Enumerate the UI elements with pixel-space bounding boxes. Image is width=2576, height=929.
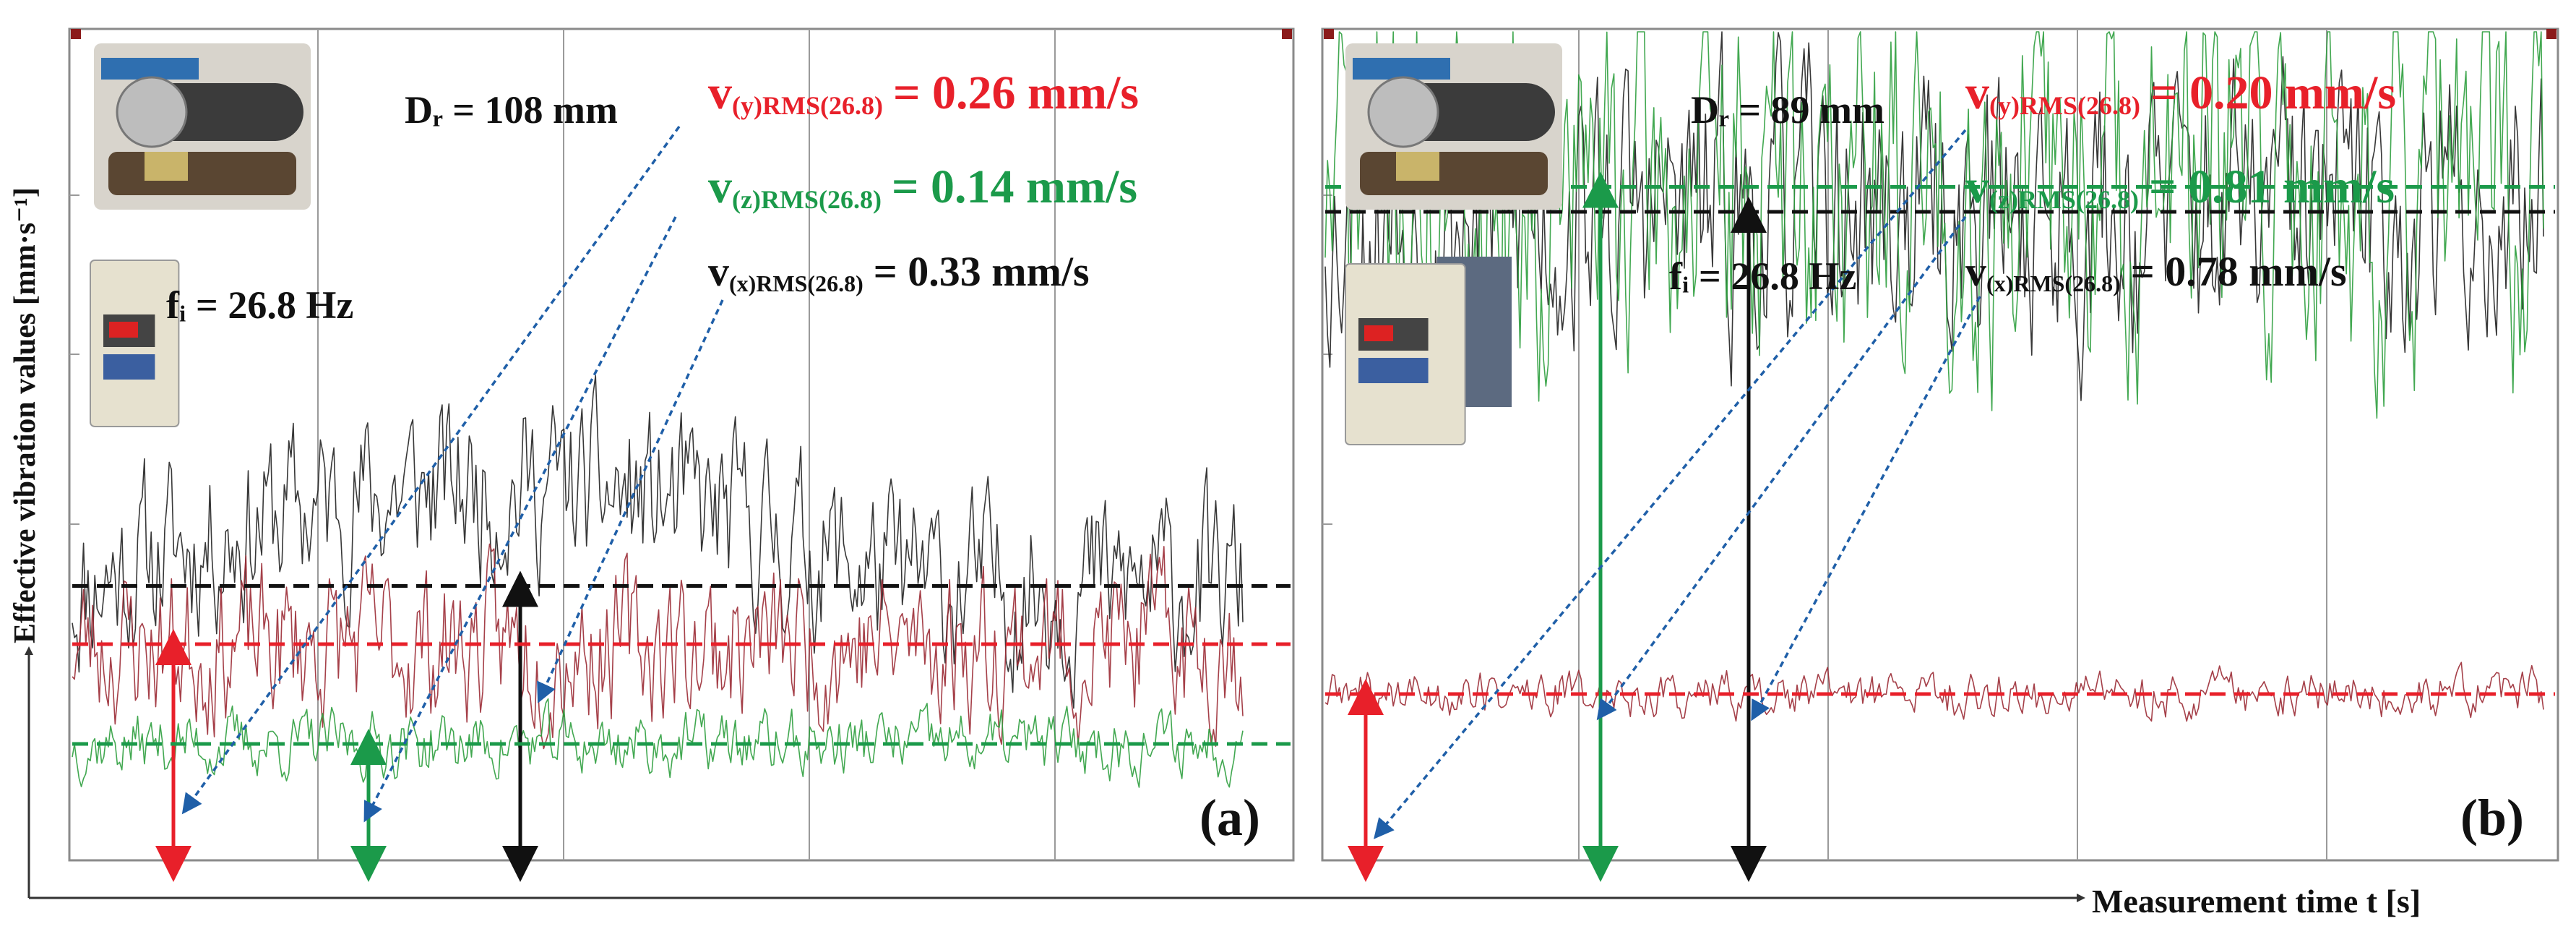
rms-label-symbol: v	[708, 160, 732, 213]
inverter-body	[1345, 263, 1466, 445]
rms-label-x: v(x)RMS(26.8) = 0.33 mm/s	[708, 248, 1090, 296]
x-axis-label: Measurement time t [s]	[2092, 883, 2421, 920]
frame-corner-marker	[71, 29, 81, 39]
rms-label-symbol: v	[708, 67, 732, 119]
roller-photo	[94, 43, 311, 210]
series-y-signal	[72, 543, 1244, 750]
rms-label-z: v(z)RMS(26.8) = 0.81 mm/s	[1965, 160, 2395, 214]
rms-label-z: v(z)RMS(26.8) = 0.14 mm/s	[708, 160, 1137, 214]
rms-label-y: v(y)RMS(26.8) = 0.20 mm/s	[1965, 67, 2396, 120]
series-z-signal	[72, 698, 1244, 788]
accelerometer-sensor	[1396, 152, 1439, 181]
frequency-inverter-photo	[90, 260, 180, 427]
frame-corner-marker	[1282, 29, 1292, 39]
frame-corner-marker	[2546, 29, 2556, 39]
pointer-arrow	[537, 299, 724, 703]
roller-frame	[101, 58, 199, 80]
rms-label-y: v(y)RMS(26.8) = 0.26 mm/s	[708, 67, 1139, 120]
roller-photo	[1345, 43, 1562, 210]
roller-flange	[116, 76, 188, 148]
rms-label-value: = 0.81 mm/s	[2149, 160, 2395, 213]
pointer-arrow	[1596, 215, 1967, 721]
rms-label-value: = 0.14 mm/s	[892, 160, 1137, 213]
pointer-arrow	[1374, 129, 1967, 839]
y-axis-label: Effective vibration values [mm·s⁻¹]	[9, 187, 42, 643]
rms-label-value: = 0.33 mm/s	[874, 248, 1090, 295]
inverter-led	[1364, 325, 1393, 341]
roller-frame	[1353, 58, 1450, 80]
roller-base	[1360, 152, 1548, 195]
rms-label-x: v(x)RMS(26.8) = 0.78 mm/s	[1965, 248, 2347, 296]
roller-diameter-label: Dᵣ = 89 mm	[1691, 88, 1884, 132]
rms-label-subscript: (x)RMS(26.8)	[729, 270, 863, 296]
rms-label-subscript: (y)RMS(26.8)	[1989, 91, 2140, 120]
rms-label-subscript: (y)RMS(26.8)	[732, 91, 883, 120]
rms-label-subscript: (z)RMS(26.8)	[732, 185, 882, 214]
rms-label-subscript: (z)RMS(26.8)	[1989, 185, 2139, 214]
roller-flange	[1367, 76, 1439, 148]
rms-label-value: = 0.78 mm/s	[2131, 248, 2347, 295]
rms-label-value: = 0.26 mm/s	[893, 67, 1139, 119]
rms-label-subscript: (x)RMS(26.8)	[1986, 270, 2121, 296]
frequency-inverter-photo	[1345, 257, 1512, 445]
inverter-keypad	[103, 354, 155, 380]
pointer-arrow	[1751, 296, 1981, 722]
rms-label-symbol: v	[708, 248, 729, 295]
roller-diameter-label: Dᵣ = 108 mm	[405, 88, 618, 132]
accelerometer-sensor	[145, 152, 188, 181]
series-x-signal	[72, 374, 1244, 709]
panel-label: (b)	[2460, 789, 2524, 847]
series-z-signal	[1324, 31, 2544, 419]
pointer-arrow	[363, 216, 677, 823]
roller-base	[108, 152, 296, 195]
rms-label-symbol: v	[1965, 160, 1989, 213]
frequency-label: fᵢ = 26.8 Hz	[166, 283, 353, 327]
frame-corner-marker	[1324, 29, 1334, 39]
rms-label-symbol: v	[1965, 67, 1989, 119]
inverter-keypad	[1358, 358, 1429, 383]
rms-label-symbol: v	[1965, 248, 1986, 295]
panel-label: (a)	[1199, 789, 1260, 847]
pointer-arrow	[181, 125, 681, 815]
inverter-led	[109, 322, 138, 338]
rms-label-value: = 0.20 mm/s	[2150, 67, 2396, 119]
frequency-label: fᵢ = 26.8 Hz	[1669, 254, 1856, 298]
series-y-signal	[1324, 662, 2544, 722]
